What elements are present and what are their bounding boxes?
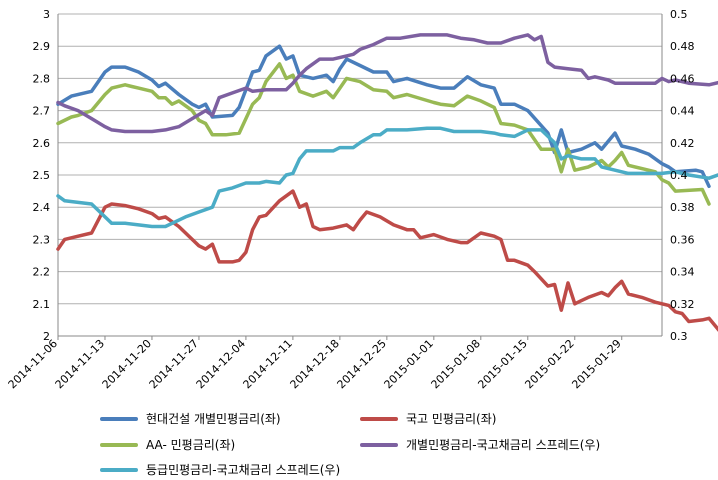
y-left-tick-label: 2.2 xyxy=(33,266,51,279)
legend-swatch xyxy=(100,442,138,447)
legend-swatch xyxy=(360,442,398,447)
x-tick-label: 2014-11-13 xyxy=(53,337,107,391)
legend-label: 현대건설 개별민평금리(좌) xyxy=(146,412,281,426)
x-tick-label: 2014-11-06 xyxy=(6,337,60,391)
legend-label: 국고 민평금리(좌) xyxy=(406,412,497,426)
y-right-tick-label: 0.48 xyxy=(670,40,695,53)
x-tick-label: 2015-01-01 xyxy=(382,337,436,391)
y-left-tick-label: 2.5 xyxy=(33,169,51,182)
y-left-tick-label: 2 xyxy=(43,330,50,343)
legend-swatch xyxy=(100,416,138,421)
x-tick-label: 2015-01-29 xyxy=(569,337,623,391)
legend-item-hyundai-individual-rate: 현대건설 개별민평금리(좌) xyxy=(100,410,281,427)
y-left-tick-label: 2.9 xyxy=(33,40,51,53)
gridlines xyxy=(58,13,662,337)
y-right-tick-label: 0.3 xyxy=(670,330,688,343)
x-tick-label: 2014-12-18 xyxy=(288,337,342,391)
tick-labels: 2 2.1 2.2 2.3 2.4 2.5 2.6 2.7 2.8 2.9 3 0.3 0.32 0.34… xyxy=(6,8,695,391)
legend-label: AA- 민평금리(좌) xyxy=(146,438,236,452)
legend: 현대건설 개별민평금리(좌) 국고 민평금리(좌) AA- 민평금리(좌) 개별… xyxy=(0,404,718,480)
y-left-tick-label: 2.8 xyxy=(33,72,51,85)
y-left-tick-label: 2.6 xyxy=(33,137,51,150)
x-tick-label: 2015-01-15 xyxy=(475,337,529,391)
x-tick-label: 2014-12-04 xyxy=(194,337,248,391)
y-left-tick-label: 2.1 xyxy=(33,298,51,311)
y-right-tick-label: 0.5 xyxy=(670,8,688,21)
legend-item-grade-spread: 등급민평금리-국고채금리 스프레드(우) xyxy=(100,461,340,478)
series-line-3 xyxy=(56,33,718,134)
series-line-1 xyxy=(56,189,718,332)
x-tick-label: 2014-12-25 xyxy=(335,337,389,391)
y-right-tick-label: 0.42 xyxy=(670,137,695,150)
line-chart: 2 2.1 2.2 2.3 2.4 2.5 2.6 2.7 2.8 2.9 3 0.3 0.32 0.34… xyxy=(6,8,718,391)
x-tick-label: 2015-01-08 xyxy=(429,337,483,391)
legend-label: 등급민평금리-국고채금리 스프레드(우) xyxy=(146,463,341,477)
y-left-tick-label: 3 xyxy=(43,8,50,21)
legend-item-aa-rate: AA- 민평금리(좌) xyxy=(100,436,235,453)
series-line-0 xyxy=(56,44,711,189)
legend-item-treasury-rate: 국고 민평금리(좌) xyxy=(360,410,496,427)
series-line-4 xyxy=(56,126,718,229)
series-line-2 xyxy=(56,62,711,206)
y-right-tick-label: 0.4 xyxy=(670,169,688,182)
legend-swatch xyxy=(360,416,398,421)
y-right-tick-label: 0.46 xyxy=(670,72,695,85)
legend-label: 개별민평금리-국고채금리 스프레드(우) xyxy=(406,438,601,452)
x-tick-label: 2014-11-27 xyxy=(147,337,201,391)
x-tick-label: 2014-12-11 xyxy=(241,337,295,391)
legend-item-individual-spread: 개별민평금리-국고채금리 스프레드(우) xyxy=(360,436,600,453)
y-left-tick-label: 2.3 xyxy=(33,233,51,246)
x-tick-label: 2014-11-20 xyxy=(100,337,154,391)
legend-swatch xyxy=(100,467,138,472)
y-right-tick-label: 0.38 xyxy=(670,201,695,214)
y-left-tick-label: 2.4 xyxy=(33,201,51,214)
y-right-tick-label: 0.36 xyxy=(670,233,695,246)
y-left-tick-label: 2.7 xyxy=(33,105,51,118)
y-right-tick-label: 0.32 xyxy=(670,298,695,311)
x-tick-label: 2015-01-22 xyxy=(522,337,576,391)
y-right-tick-label: 0.34 xyxy=(670,266,695,279)
y-right-tick-label: 0.44 xyxy=(670,105,695,118)
series-lines xyxy=(56,33,718,332)
